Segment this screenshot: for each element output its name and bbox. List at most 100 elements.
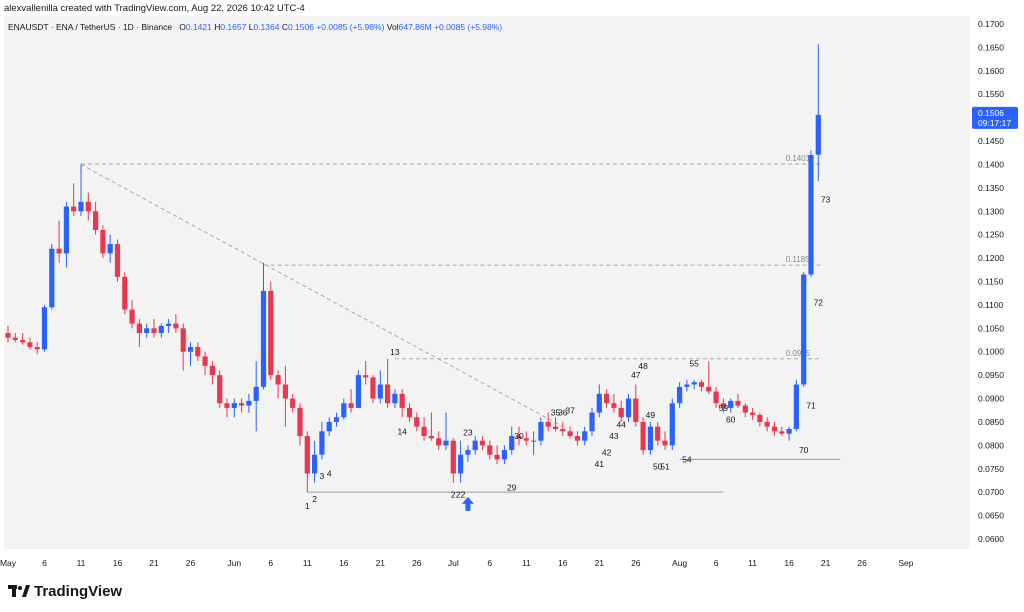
y-tick-label: 0.1650 <box>978 42 1004 52</box>
candle-body <box>713 391 719 404</box>
change-value: +0.0085 (+5.98%) <box>316 22 385 32</box>
candle-body <box>355 375 361 408</box>
volume-value: 647.86M <box>398 22 432 32</box>
candle-body <box>465 450 471 455</box>
trend-line <box>80 164 564 428</box>
candle-body <box>742 405 748 413</box>
candle-body <box>436 438 442 446</box>
candle-body <box>202 356 208 366</box>
candle-body <box>304 436 310 474</box>
y-tick-label: 0.0950 <box>978 370 1004 380</box>
candle-body <box>698 382 705 387</box>
candle-body <box>217 375 223 404</box>
y-tick-label: 0.1200 <box>978 253 1004 263</box>
candle-body <box>589 412 595 432</box>
candle-body <box>552 426 559 429</box>
candle-body <box>209 365 215 376</box>
x-tick-label: Aug <box>672 558 687 568</box>
candle-body <box>793 384 799 429</box>
x-tick-label: 21 <box>149 558 159 568</box>
candle-body <box>312 454 318 474</box>
candle-body <box>582 431 588 441</box>
y-tick-label: 0.1050 <box>978 323 1004 333</box>
resistance-label: 0.1185 <box>786 255 810 264</box>
x-tick-label: 11 <box>748 558 757 568</box>
candle-body <box>494 454 500 460</box>
candle-body <box>677 386 683 404</box>
x-tick-label: 6 <box>714 558 719 568</box>
candle-body <box>633 398 639 422</box>
candle-body <box>516 436 522 439</box>
y-tick-label: 0.0900 <box>978 394 1004 404</box>
candle-body <box>443 440 449 446</box>
y-tick-label: 0.0600 <box>978 534 1004 544</box>
x-tick-label: 16 <box>558 558 568 568</box>
close-label: C <box>281 22 288 32</box>
price-tag-value: 0.1506 <box>978 108 1004 118</box>
price-tag-timer: 09:17:17 <box>978 118 1011 128</box>
tradingview-brand: TradingView <box>34 583 123 600</box>
up-arrow-marker <box>461 496 474 511</box>
y-tick-label: 0.0850 <box>978 417 1004 427</box>
x-tick-label: 26 <box>412 558 422 568</box>
candle-body <box>41 307 48 350</box>
candle-body <box>574 436 580 441</box>
wave-label: 3 <box>320 471 325 481</box>
wave-label: 49 <box>646 410 656 420</box>
symbol-name[interactable]: ENAUSDT · ENA / TetherUS · 1D · Binance <box>8 22 173 32</box>
candle-body <box>187 347 194 352</box>
y-tick-label: 0.1150 <box>978 277 1004 287</box>
candle-body <box>604 393 610 404</box>
resistance-label: 0.1401 <box>786 154 811 163</box>
candle-body <box>71 206 77 212</box>
candle-body <box>363 375 369 378</box>
x-tick-label: Jun <box>227 558 241 568</box>
wave-label: 2 <box>451 490 456 500</box>
candle-body <box>691 382 697 385</box>
tradingview-logo[interactable]: TradingView <box>8 583 122 600</box>
candle-body <box>421 426 427 436</box>
wave-label: 43 <box>609 431 619 441</box>
candle-body <box>333 417 340 422</box>
open-value: 0.1421 <box>185 22 212 32</box>
candle-body <box>377 384 383 399</box>
wave-label: 23 <box>463 428 473 438</box>
candle-body <box>49 248 55 308</box>
candle-body <box>399 393 405 408</box>
candle-body <box>669 403 675 446</box>
x-tick-label: Jul <box>448 558 459 568</box>
candle-body <box>458 454 464 474</box>
x-tick-label: 6 <box>487 558 492 568</box>
y-tick-label: 0.0800 <box>978 440 1004 450</box>
candle-body <box>253 386 259 401</box>
candle-body <box>114 244 121 277</box>
wave-label: 37 <box>565 405 575 415</box>
wave-label: 51 <box>660 461 670 471</box>
chart-pane[interactable] <box>4 16 970 549</box>
candle-body <box>392 393 398 404</box>
x-tick-label: 16 <box>339 558 349 568</box>
candle-body <box>34 347 40 350</box>
wave-label: 13 <box>390 347 400 357</box>
candle-body <box>618 407 624 418</box>
candle-body <box>786 428 792 434</box>
candle-body <box>801 274 807 385</box>
x-tick-label: 21 <box>595 558 605 568</box>
candle-body <box>567 431 573 436</box>
candle-body <box>85 201 91 212</box>
candle-body <box>20 340 26 343</box>
x-tick-label: Sep <box>898 558 913 568</box>
wave-label: 48 <box>638 361 648 371</box>
x-tick-label: 6 <box>268 558 273 568</box>
candle-body <box>151 328 157 333</box>
wave-label: 47 <box>631 370 641 380</box>
wave-label: 14 <box>397 426 407 436</box>
symbol-legend: ENAUSDT · ENA / TetherUS · 1D · Binance … <box>8 22 502 32</box>
candle-body <box>78 201 84 212</box>
candle-body <box>136 323 142 333</box>
candle-body <box>246 400 252 406</box>
y-tick-label: 0.1250 <box>978 230 1004 240</box>
wave-label: 2 <box>312 494 317 504</box>
candle-body <box>268 290 274 376</box>
